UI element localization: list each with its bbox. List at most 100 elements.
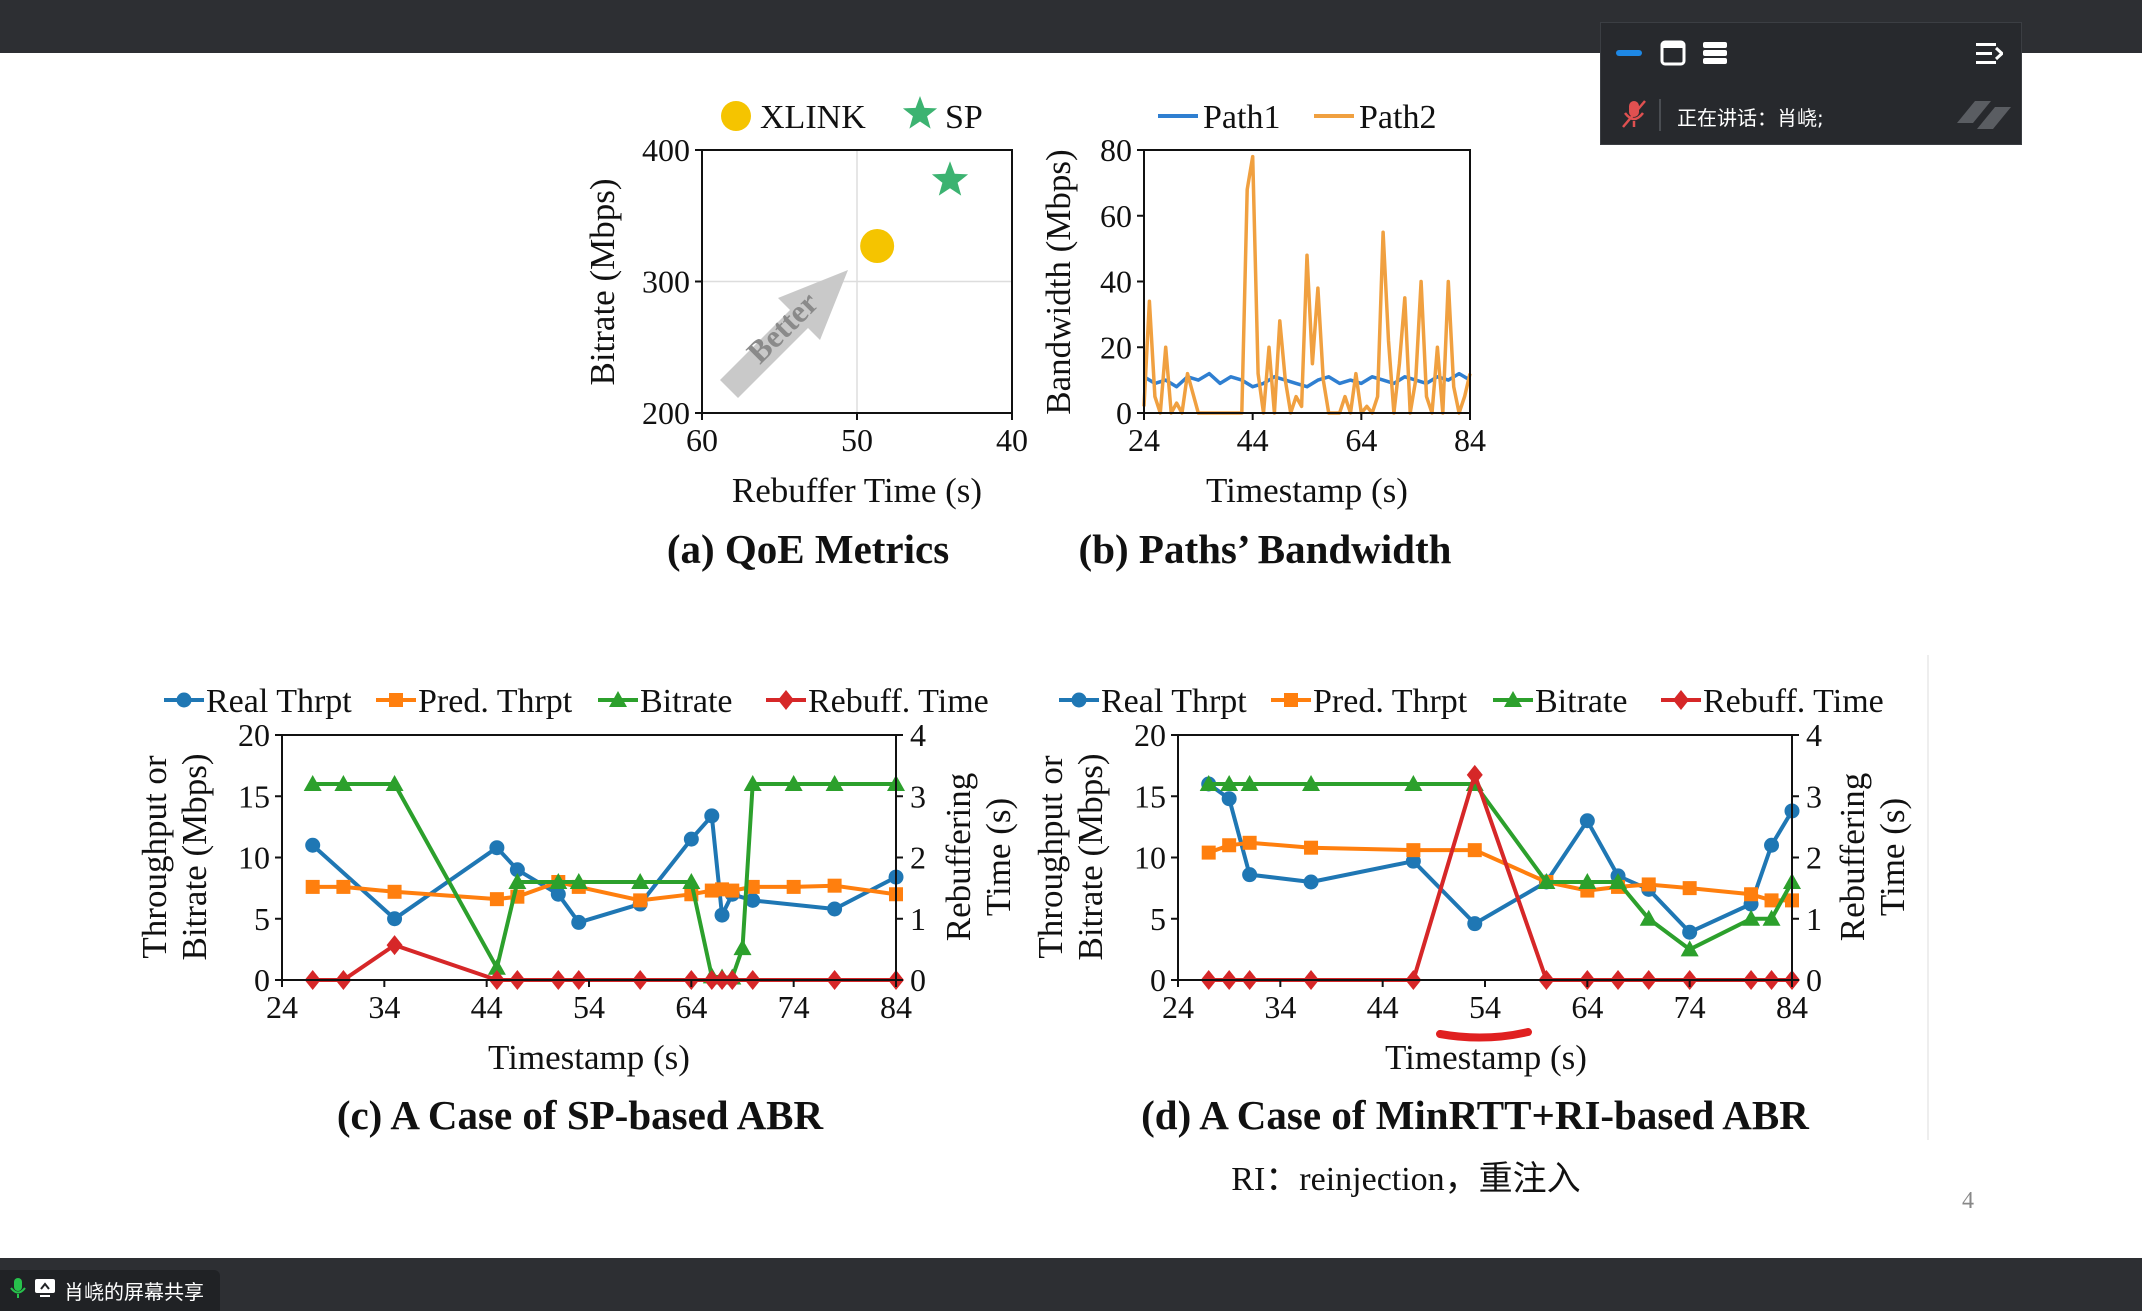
chart-c-y-tick-label: 5 <box>254 901 270 937</box>
chart-d-point-real-thrpt <box>1242 867 1258 883</box>
chart-c-point-bitrate <box>303 775 322 791</box>
chart-c-legend-label: Bitrate <box>640 683 733 720</box>
chart-b-y-tick-label: 80 <box>1100 132 1132 168</box>
chart-d-y2label-2: Time (s) <box>1873 798 1912 916</box>
chart-b-x-tick-label: 24 <box>1128 422 1160 458</box>
chart-c-y2label-2: Time (s) <box>979 798 1018 916</box>
chart-d-point-bitrate <box>1199 775 1218 791</box>
chart-c-point-bitrate <box>743 775 762 791</box>
panel-divider <box>1659 99 1661 131</box>
chart-d-x-tick-label: 34 <box>1264 989 1296 1025</box>
chart-c-point-real-thrpt <box>489 840 505 856</box>
chart-c-point-bitrate <box>334 775 353 791</box>
window-icon[interactable] <box>1659 39 1687 67</box>
chart-c-point-real-thrpt <box>745 892 761 908</box>
chart-d-legend-label: Bitrate <box>1535 683 1628 720</box>
chart-c-point-real-thrpt <box>714 907 730 923</box>
chart-c-line-pred-thrpt <box>312 880 897 903</box>
red-annotation-mark <box>1436 1028 1532 1042</box>
chart-c-point-pred-thrpt <box>827 878 842 893</box>
chart-c-point-bitrate <box>549 873 568 889</box>
chart-d-line-bitrate <box>1208 782 1794 952</box>
chart-c-point-real-thrpt <box>683 831 699 847</box>
chart-c-y-tick-label: 15 <box>238 778 270 814</box>
chart-d-x-tick-label: 24 <box>1162 989 1194 1025</box>
chart-d-point-bitrate <box>1578 873 1597 889</box>
chart-d-point-real-thrpt <box>1682 924 1698 940</box>
chart-d-point-pred-thrpt <box>1304 840 1319 855</box>
chart-b-line-path1 <box>1143 371 1471 389</box>
chart-c-xlabel: Timestamp (s) <box>488 1038 690 1077</box>
minimize-icon[interactable] <box>1615 39 1643 67</box>
chart-d-point-pred-thrpt <box>1641 877 1656 892</box>
chart-c-point-bitrate <box>733 939 752 956</box>
chart-d-legend-marker <box>1673 690 1689 710</box>
chart-b-y-tick-label: 60 <box>1100 198 1132 234</box>
chart-d-point-pred-thrpt <box>1242 835 1257 850</box>
chart-c-point-bitrate <box>682 873 701 889</box>
bottom-bar <box>0 1258 2142 1311</box>
chart-d-point-bitrate <box>1639 909 1658 926</box>
chart-a-y-tick-label: 200 <box>642 395 690 431</box>
chart-c-ylabel-2: Bitrate (Mbps) <box>175 753 214 960</box>
chart-b: 24 44 64 84 0 20 40 60 80 Path1 Path2 Timestamp … <box>1039 99 1486 572</box>
panel-logo-icon <box>1953 93 2017 141</box>
chart-d-point-bitrate <box>1742 909 1761 926</box>
chart-d-caption: (d) A Case of MinRTT+RI-based ABR <box>1141 1092 1809 1138</box>
chart-d-point-real-thrpt <box>1405 853 1421 869</box>
legend-path1-label: Path1 <box>1203 99 1280 136</box>
chart-c-point-pred-thrpt <box>336 879 351 894</box>
chart-d-point-real-thrpt <box>1467 916 1483 932</box>
legend-sp-marker <box>902 96 938 129</box>
chart-d-legend-marker <box>1284 693 1298 707</box>
chart-d-point-pred-thrpt <box>1222 838 1237 853</box>
chart-c-legend-marker <box>778 690 794 710</box>
chart-b-line-path2 <box>1142 154 1472 415</box>
chart-c-point-bitrate <box>784 775 803 791</box>
chart-c-point-pred-thrpt <box>489 892 504 907</box>
chart-d-legend-label: Pred. Thrpt <box>1313 683 1468 720</box>
chart-d-line-rebuff-time <box>1208 772 1792 982</box>
chart-c-y2-tick-label: 3 <box>910 778 926 814</box>
chart-c-y2-tick-label: 2 <box>910 840 926 876</box>
page-number: 4 <box>1962 1188 1974 1214</box>
chart-c-point-real-thrpt <box>704 808 720 824</box>
chart-c-x-tick-label: 44 <box>471 989 503 1025</box>
chart-d-point-pred-thrpt <box>1764 893 1779 908</box>
chart-d-y2-tick-label: 0 <box>1806 962 1822 998</box>
chart-d-line-pred-thrpt <box>1208 840 1792 903</box>
chart-d-y2-tick-label: 2 <box>1806 840 1822 876</box>
chart-c-x-tick-label: 34 <box>368 989 400 1025</box>
chart-d-ylabel-2: Bitrate (Mbps) <box>1071 753 1110 960</box>
chart-b-x-tick-label: 84 <box>1454 422 1486 458</box>
chart-b-x-tick-label: 64 <box>1345 422 1377 458</box>
better-arrow-icon <box>720 270 848 398</box>
chart-c-ylabel-1: Throughput or <box>135 755 174 959</box>
chart-c-x-tick-label: 84 <box>880 989 912 1025</box>
chart-d-legend-marker <box>1504 691 1522 707</box>
legend-xlink-marker <box>721 101 751 131</box>
screen-share-chip[interactable]: 肖峣的屏幕共享 <box>0 1270 220 1311</box>
chart-d-ylabel-1: Throughput or <box>1031 755 1070 959</box>
chart-d-x-tick-label: 74 <box>1674 989 1706 1025</box>
chart-b-xlabel: Timestamp (s) <box>1206 471 1408 510</box>
chart-d-point-rebuff-time <box>1466 764 1483 785</box>
chart-c-caption: (c) A Case of SP-based ABR <box>337 1092 824 1138</box>
list-icon[interactable] <box>1701 39 1729 67</box>
chart-d-point-bitrate <box>1537 873 1556 889</box>
collapse-icon[interactable] <box>1975 39 2003 67</box>
screen-share-icon <box>34 1278 56 1303</box>
mic-muted-icon[interactable] <box>1621 99 1647 133</box>
legend-sp-label: SP <box>945 99 983 136</box>
chart-c-y-tick-label: 20 <box>238 717 270 753</box>
chart-c-x-tick-label: 64 <box>675 989 707 1025</box>
chart-c-y2-tick-label: 4 <box>910 717 926 753</box>
chart-c-frame <box>281 734 897 981</box>
chart-c-point-pred-thrpt <box>305 879 320 894</box>
share-label: 肖峣的屏幕共享 <box>64 1280 204 1304</box>
chart-d-y2-tick-label: 3 <box>1806 778 1822 814</box>
chart-a-point-sp <box>931 161 969 196</box>
chart-c-point-bitrate <box>569 873 588 889</box>
